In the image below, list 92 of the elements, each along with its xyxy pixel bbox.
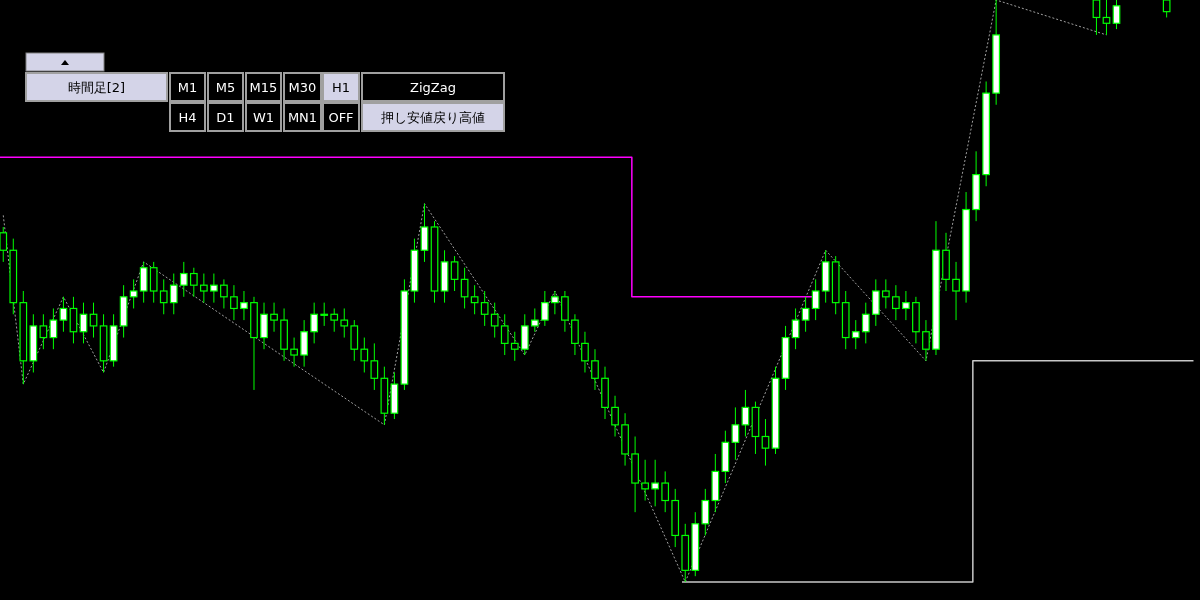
candlestick [159, 278, 168, 315]
candlestick [370, 342, 379, 391]
candlestick [731, 406, 740, 461]
candlestick [270, 302, 278, 333]
candlestick [761, 418, 770, 467]
candlestick [881, 278, 890, 309]
candlestick [199, 273, 208, 304]
candlestick [450, 255, 459, 292]
candlestick [49, 307, 58, 350]
candlestick [540, 290, 549, 327]
candlestick [851, 319, 860, 350]
button: H4 [169, 102, 206, 132]
annotation: H4 [178, 110, 197, 125]
candlestick [300, 319, 308, 368]
annotation: D1 [216, 110, 235, 125]
candlestick [470, 284, 479, 315]
button: 時間足[2] [25, 72, 168, 102]
candlestick [0, 226, 8, 263]
candlestick [581, 331, 589, 373]
candlestick [530, 307, 539, 333]
candlestick [1112, 0, 1121, 30]
candlestick [169, 273, 178, 315]
candlestick [571, 313, 579, 356]
candlestick [661, 470, 670, 513]
annotation: OFF [328, 110, 354, 125]
annotation: ZigZag [410, 80, 456, 95]
button: 押し安値戻り高値 [361, 102, 505, 132]
candlestick [591, 348, 599, 391]
button: D1 [207, 102, 244, 132]
candlestick [210, 273, 218, 304]
candlestick [129, 278, 138, 309]
candlestick [510, 331, 519, 362]
candlestick [480, 290, 489, 327]
button: M1 [169, 72, 206, 102]
candlestick [611, 395, 619, 437]
candlestick [290, 337, 298, 368]
annotation: 押し安値戻り高値 [381, 110, 485, 125]
candlestick [310, 302, 319, 344]
button: M5 [207, 72, 244, 102]
candlestick [561, 290, 569, 333]
candlestick [240, 290, 248, 321]
candlestick [952, 261, 960, 321]
candlestick [220, 278, 228, 309]
candlestick [149, 261, 158, 304]
button: M15 [245, 72, 282, 102]
annotation: M5 [215, 80, 236, 95]
annotation: W1 [252, 110, 275, 125]
candlestick [551, 290, 559, 315]
button: M30 [283, 72, 322, 102]
candlestick [811, 278, 820, 321]
annotation: 時間足[2] [67, 80, 126, 95]
candlestick [179, 261, 188, 298]
annotation: M30 [288, 80, 317, 95]
candlestick [330, 307, 339, 333]
button: OFF [322, 102, 360, 132]
candlestick [741, 389, 750, 437]
candlestick [922, 319, 930, 362]
candlestick [189, 267, 198, 298]
candlestick [892, 284, 900, 321]
annotation: M15 [249, 80, 278, 95]
candlestick [420, 203, 429, 263]
candlestick [1102, 0, 1111, 36]
candlestick [861, 302, 870, 344]
candlestick [701, 488, 710, 536]
candlestick [801, 296, 810, 333]
button: W1 [245, 102, 282, 132]
button: ZigZag [361, 72, 505, 102]
candlestick [360, 337, 369, 373]
annotation: M1 [177, 80, 198, 95]
candlestick [500, 313, 509, 356]
candlestick [651, 459, 660, 507]
candlestick [39, 313, 48, 350]
candlestick [1092, 0, 1101, 36]
candlestick [871, 278, 880, 327]
button: MN1 [283, 102, 322, 132]
candlestick [791, 307, 800, 350]
candlestick [139, 261, 148, 304]
candlestick [460, 267, 469, 309]
button: H1 [322, 72, 360, 102]
candlestick [59, 296, 68, 333]
candlestick [520, 313, 529, 356]
candlestick [641, 459, 649, 502]
annotation: H1 [331, 80, 351, 95]
candlestick [902, 290, 910, 321]
candlestick [490, 302, 499, 339]
candlestick [230, 284, 238, 321]
candlestick [340, 307, 349, 339]
candlestick [89, 302, 98, 339]
candlestick [320, 302, 329, 327]
candlestick [260, 302, 268, 350]
annotation: MN1 [287, 110, 318, 125]
candlestick [350, 319, 359, 362]
